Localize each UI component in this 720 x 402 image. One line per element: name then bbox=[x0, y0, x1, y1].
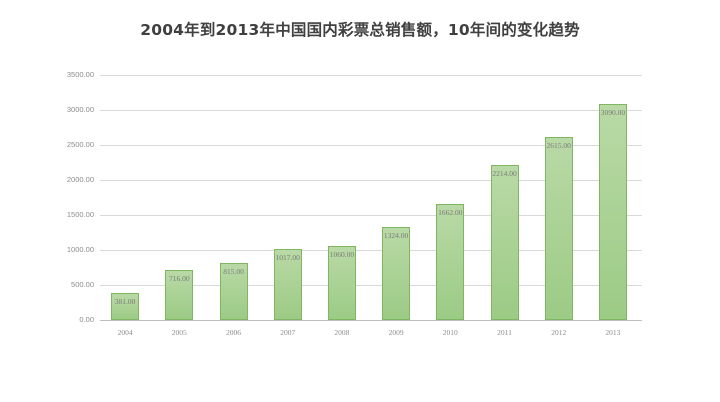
y-tick-label: 0.00 bbox=[79, 315, 94, 324]
x-tick-label: 2008 bbox=[334, 328, 350, 337]
bar-2006 bbox=[219, 262, 248, 320]
bar-2009 bbox=[382, 227, 411, 320]
x-tick-label: 2004 bbox=[117, 328, 133, 337]
gridline bbox=[100, 110, 642, 111]
x-tick-label: 2013 bbox=[605, 328, 621, 337]
gridline bbox=[100, 145, 642, 146]
y-tick-label: 3000.00 bbox=[66, 105, 94, 114]
bar-2005 bbox=[165, 269, 194, 320]
data-label: 1324.00 bbox=[383, 231, 409, 241]
bar-2008 bbox=[327, 245, 356, 320]
plot-area: 381.00 716.00 815.00 1017.00 1060.00 1324.00 1… bbox=[100, 75, 642, 321]
data-label: 716.00 bbox=[168, 273, 190, 283]
y-tick-label: 2000.00 bbox=[66, 175, 94, 184]
gridline bbox=[100, 75, 642, 76]
x-tick-label: 2010 bbox=[442, 328, 458, 337]
data-label: 381.00 bbox=[114, 297, 136, 307]
y-tick-label: 1000.00 bbox=[66, 245, 94, 254]
data-label: 1060.00 bbox=[329, 249, 355, 259]
data-label: 1017.00 bbox=[275, 252, 300, 262]
data-label: 3090.00 bbox=[600, 107, 626, 117]
data-label: 1662.00 bbox=[438, 207, 463, 217]
gridline bbox=[100, 215, 642, 216]
y-tick-label: 1500.00 bbox=[66, 210, 94, 219]
data-label: 2615.00 bbox=[546, 140, 571, 150]
bar-2010 bbox=[436, 203, 465, 320]
y-tick-label: 500.00 bbox=[71, 280, 94, 289]
bar-2013 bbox=[598, 103, 627, 320]
bar-2004 bbox=[111, 293, 140, 320]
bar-2012 bbox=[544, 136, 573, 320]
y-tick-label: 3500.00 bbox=[66, 70, 94, 79]
chart-title: 2004年到2013年中国国内彩票总销售额，10年间的变化趋势 bbox=[140, 21, 580, 39]
x-axis-line bbox=[100, 320, 642, 321]
data-label: 815.00 bbox=[223, 266, 244, 276]
y-tick-label: 2500.00 bbox=[66, 140, 94, 149]
x-tick-label: 2007 bbox=[280, 328, 296, 337]
data-label: 2214.00 bbox=[492, 169, 517, 179]
gridline bbox=[100, 250, 642, 251]
x-tick-label: 2009 bbox=[388, 328, 404, 337]
x-tick-label: 2006 bbox=[226, 328, 241, 337]
gridline bbox=[100, 285, 642, 286]
bar-2007 bbox=[273, 248, 302, 320]
x-tick-label: 2005 bbox=[171, 328, 187, 337]
gridline bbox=[100, 180, 642, 181]
bar-2011 bbox=[490, 165, 519, 320]
x-tick-label: 2012 bbox=[551, 328, 567, 337]
x-tick-label: 2011 bbox=[497, 328, 512, 337]
